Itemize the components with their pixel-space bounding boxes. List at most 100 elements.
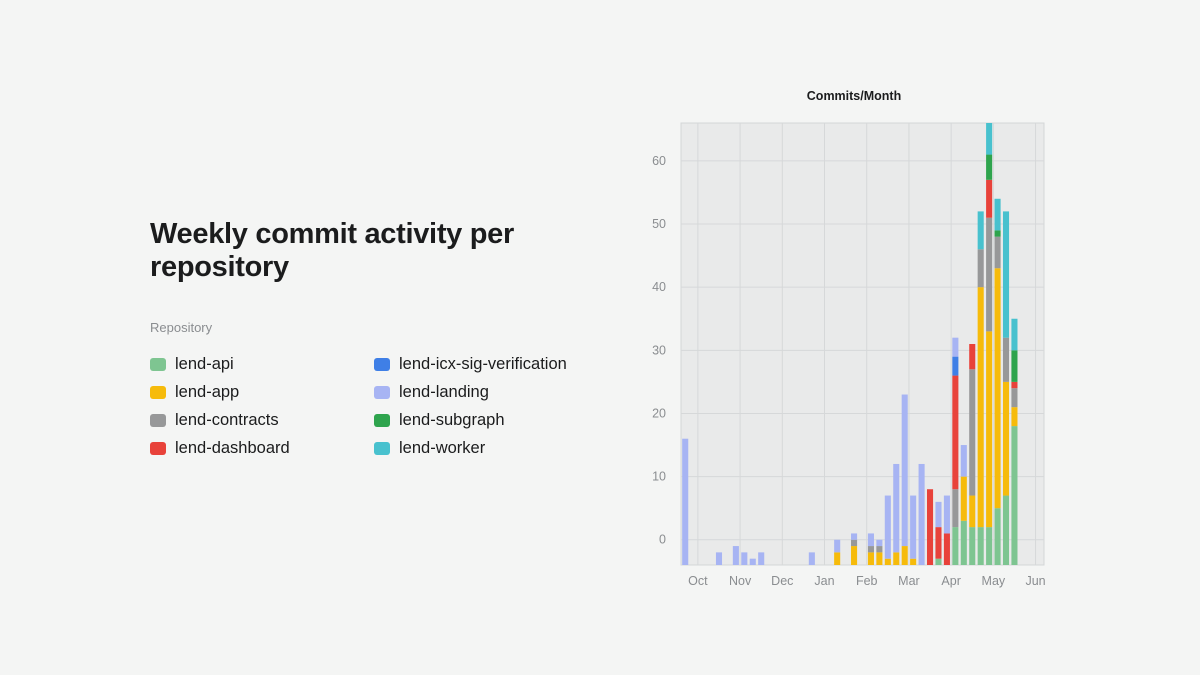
legend-label: lend-subgraph xyxy=(399,410,505,429)
legend-swatch xyxy=(374,357,390,371)
x-tick-label: Nov xyxy=(729,574,752,588)
bar-segment xyxy=(893,552,900,565)
bar-segment xyxy=(884,558,891,565)
bar-segment xyxy=(901,394,908,547)
chart-title: Commits/Month xyxy=(806,89,902,103)
bar-segment xyxy=(977,527,984,565)
page-title: Weekly commit activity per repository xyxy=(150,218,514,283)
bar-segment xyxy=(884,495,891,559)
legend-item-lend-landing[interactable]: lend-landing xyxy=(374,378,590,406)
bar-segment xyxy=(986,217,993,332)
bar-segment xyxy=(1011,318,1018,351)
x-tick-label: Feb xyxy=(856,574,878,588)
bar-segment xyxy=(986,331,993,528)
bar-segment xyxy=(851,539,858,547)
bar-segment xyxy=(893,463,900,553)
bar-segment xyxy=(977,287,984,528)
legend-label: lend-api xyxy=(175,354,234,373)
legend-swatch xyxy=(150,385,166,399)
bar-segment xyxy=(994,230,1001,237)
bar-segment xyxy=(808,552,815,565)
y-tick-label: 60 xyxy=(652,154,666,168)
bar-segment xyxy=(1011,388,1018,408)
legend-label: lend-landing xyxy=(399,382,489,401)
bar-segment xyxy=(1002,211,1010,338)
bar-segment xyxy=(851,546,858,565)
bar-segment xyxy=(1011,407,1018,427)
bar-segment xyxy=(952,489,959,528)
bar-segment xyxy=(901,546,908,565)
bar-segment xyxy=(969,369,976,496)
bar-segment xyxy=(977,211,984,250)
y-tick-label: 30 xyxy=(652,343,666,357)
bar-segment xyxy=(960,445,967,477)
bar-segment xyxy=(1011,381,1018,389)
bar-segment xyxy=(969,527,976,565)
bar-segment xyxy=(935,527,942,559)
legend-label: lend-worker xyxy=(399,438,486,457)
x-tick-label: Jan xyxy=(814,574,834,588)
bar-segment xyxy=(977,249,984,288)
bar-segment xyxy=(1002,337,1010,382)
bar-segment xyxy=(960,520,967,565)
bar-segment xyxy=(969,495,976,528)
bar-segment xyxy=(867,546,874,553)
legend: lend-api lend-app lend-contracts lend-da… xyxy=(150,350,590,462)
legend-item-lend-icx-sig-verification[interactable]: lend-icx-sig-verification xyxy=(374,350,590,378)
x-tick-label: Apr xyxy=(941,574,960,588)
bar-segment xyxy=(986,154,993,180)
legend-item-lend-subgraph[interactable]: lend-subgraph xyxy=(374,406,590,434)
x-tick-label: Jun xyxy=(1025,574,1045,588)
bar-segment xyxy=(910,495,917,559)
bar-segment xyxy=(952,375,959,490)
bar-segment xyxy=(876,546,883,553)
legend-swatch xyxy=(150,441,166,455)
bar-segment xyxy=(876,539,883,547)
bar-segment xyxy=(994,268,1001,509)
bar-segment xyxy=(1011,426,1018,565)
bar-segment xyxy=(943,533,950,565)
bar-segment xyxy=(867,552,874,565)
bar-segment xyxy=(1002,495,1010,565)
bar-segment xyxy=(926,489,934,565)
y-tick-label: 0 xyxy=(659,533,666,547)
bar-segment xyxy=(994,198,1001,231)
bar-segment xyxy=(952,527,959,565)
legend-swatch xyxy=(150,357,166,371)
bar-segment xyxy=(834,539,841,553)
legend-swatch xyxy=(374,385,390,399)
legend-swatch xyxy=(150,413,166,427)
legend-label: lend-dashboard xyxy=(175,438,290,457)
bar-segment xyxy=(876,552,883,565)
x-tick-label: May xyxy=(982,574,1006,588)
bar-segment xyxy=(715,552,723,565)
legend-item-lend-api[interactable]: lend-api xyxy=(150,350,374,378)
legend-item-lend-app[interactable]: lend-app xyxy=(150,378,374,406)
bar-segment xyxy=(758,552,765,565)
y-tick-label: 20 xyxy=(652,406,666,420)
y-tick-label: 40 xyxy=(652,280,666,294)
bar-segment xyxy=(918,463,925,565)
bar-segment xyxy=(935,558,942,565)
bar-segment xyxy=(960,476,967,521)
legend-item-lend-worker[interactable]: lend-worker xyxy=(374,434,590,462)
legend-label: lend-app xyxy=(175,382,240,401)
legend-item-lend-contracts[interactable]: lend-contracts xyxy=(150,406,374,434)
legend-item-lend-dashboard[interactable]: lend-dashboard xyxy=(150,434,374,462)
x-tick-label: Dec xyxy=(771,574,793,588)
bar-segment xyxy=(834,552,841,565)
bar-segment xyxy=(1011,350,1018,382)
bar-segment xyxy=(851,533,858,540)
bar-segment xyxy=(969,344,976,370)
bar-segment xyxy=(986,527,993,565)
legend-swatch xyxy=(374,413,390,427)
bar-segment xyxy=(935,501,942,528)
bar-segment xyxy=(732,546,739,565)
y-tick-label: 10 xyxy=(652,470,666,484)
bar-segment xyxy=(910,558,917,565)
bar-segment xyxy=(749,558,756,565)
bar-segment xyxy=(986,179,993,218)
bar-segment xyxy=(943,495,950,534)
legend-label: lend-icx-sig-verification xyxy=(399,354,567,373)
